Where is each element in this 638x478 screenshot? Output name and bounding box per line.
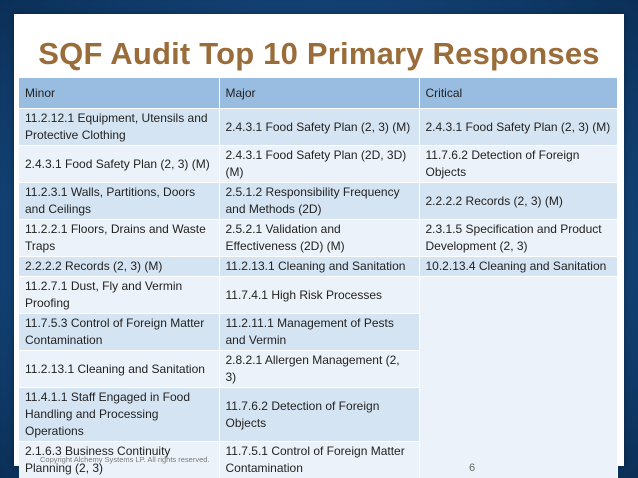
minor-cell: 11.2.3.1 Walls, Partitions, Doors and Ce…	[19, 182, 220, 220]
table-row: 11.7.5.3 Control of Foreign Matter Conta…	[19, 313, 617, 351]
responses-table: Minor Major Critical 11.2.12.1 Equipment…	[19, 78, 618, 478]
table-row: 11.2.2.1 Floors, Drains and Waste Traps …	[19, 219, 618, 257]
minor-cell: 11.2.2.1 Floors, Drains and Waste Traps	[19, 219, 220, 257]
minor-cell: 11.2.7.1 Dust, Fly and Vermin Proofing	[19, 276, 220, 314]
major-cell: 11.2.11.1 Management of Pests and Vermin	[219, 313, 420, 351]
minor-cell: 11.2.12.1 Equipment, Utensils and Protec…	[19, 108, 220, 146]
minor-cell: 11.2.13.1 Cleaning and Sanitation	[19, 350, 220, 388]
major-cell: 11.2.13.1 Cleaning and Sanitation	[219, 256, 420, 277]
slide-title: SQF Audit Top 10 Primary Responses	[38, 36, 600, 71]
major-cell: 2.4.3.1 Food Safety Plan (2D, 3D) (M)	[219, 145, 420, 183]
minor-cell: 11.4.1.1 Staff Engaged in Food Handling …	[19, 387, 220, 442]
critical-cell: 2.4.3.1 Food Safety Plan (2, 3) (M)	[419, 108, 618, 146]
critical-cell: 11.7.6.2 Detection of Foreign Objects	[419, 145, 618, 183]
minor-cell: 11.7.5.3 Control of Foreign Matter Conta…	[19, 313, 220, 351]
copyright-notice: Copyright Alchemy Systems LP. All rights…	[40, 455, 210, 464]
table-row: 2.1.6.3 Business Continuity Planning (2,…	[19, 441, 617, 478]
critical-cell: 10.2.13.4 Cleaning and Sanitation	[419, 256, 618, 277]
major-cell: 11.7.4.1 High Risk Processes	[219, 276, 420, 314]
column-header-minor: Minor	[19, 78, 220, 109]
minor-cell: 2.2.2.2 Records (2, 3) (M)	[19, 256, 220, 277]
critical-cell: 2.3.1.5 Specification and Product Develo…	[419, 219, 618, 257]
slide: SQF Audit Top 10 Primary Responses Minor…	[14, 14, 624, 478]
table-row: 11.2.12.1 Equipment, Utensils and Protec…	[19, 108, 618, 146]
major-cell: 2.5.2.1 Validation and Effectiveness (2D…	[219, 219, 420, 257]
table-row: 11.4.1.1 Staff Engaged in Food Handling …	[19, 387, 617, 442]
column-header-critical: Critical	[419, 78, 618, 109]
major-cell: 2.4.3.1 Food Safety Plan (2, 3) (M)	[219, 108, 420, 146]
major-cell: 11.7.5.1 Control of Foreign Matter Conta…	[219, 441, 420, 478]
minor-cell: 2.4.3.1 Food Safety Plan (2, 3) (M)	[19, 145, 220, 183]
major-cell: 11.7.6.2 Detection of Foreign Objects	[219, 387, 420, 442]
table-row: 2.4.3.1 Food Safety Plan (2, 3) (M) 2.4.…	[19, 145, 618, 183]
page-number: 6	[469, 462, 476, 474]
table-row: 11.2.3.1 Walls, Partitions, Doors and Ce…	[19, 182, 618, 220]
minor-cell: 2.1.6.3 Business Continuity Planning (2,…	[19, 441, 220, 478]
critical-empty-cell	[419, 276, 618, 478]
table-row: 11.2.13.1 Cleaning and Sanitation 2.8.2.…	[19, 350, 617, 388]
table-row: 11.2.7.1 Dust, Fly and Vermin Proofing 1…	[19, 276, 618, 478]
column-header-major: Major	[219, 78, 420, 109]
table-header-row: Minor Major Critical	[19, 78, 618, 109]
major-cell: 2.5.1.2 Responsibility Frequency and Met…	[219, 182, 420, 220]
table-row: 2.2.2.2 Records (2, 3) (M) 11.2.13.1 Cle…	[19, 256, 618, 277]
critical-cell: 2.2.2.2 Records (2, 3) (M)	[419, 182, 618, 220]
major-cell: 2.8.2.1 Allergen Management (2, 3)	[219, 350, 420, 388]
